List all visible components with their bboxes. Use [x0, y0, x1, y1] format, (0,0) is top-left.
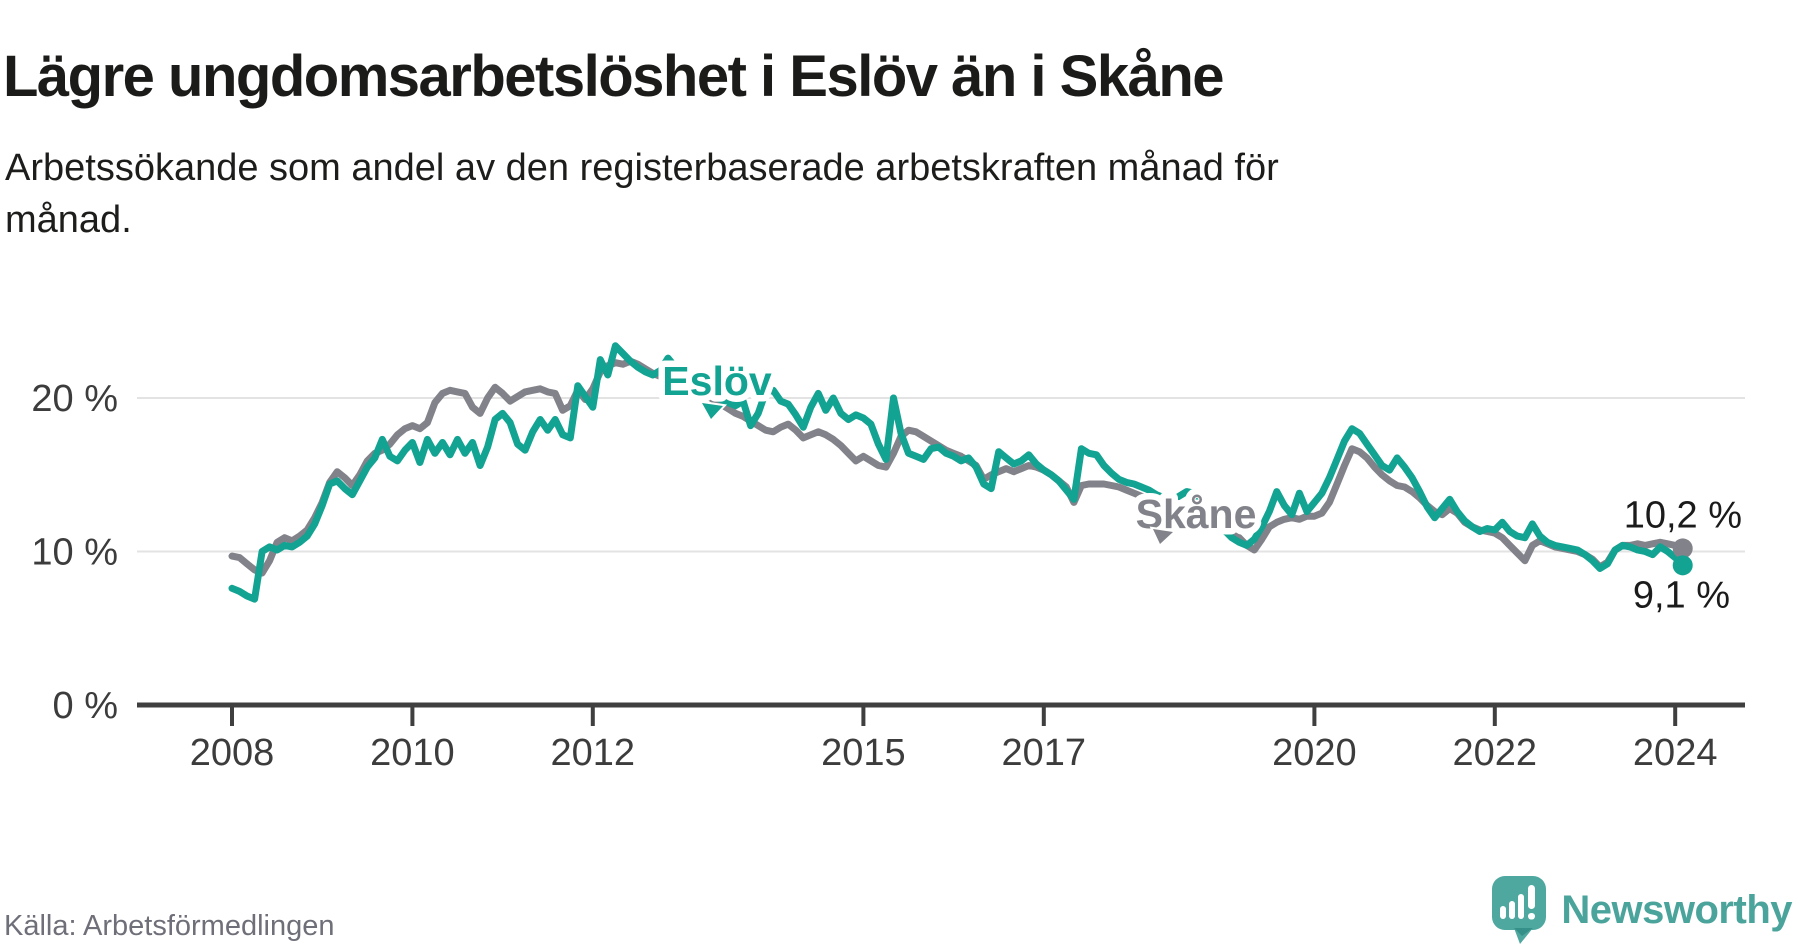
- x-tick-label-2020: 2020: [1272, 732, 1357, 774]
- newsworthy-wordmark: Newsworthy: [1561, 888, 1792, 932]
- x-tick-label-2024: 2024: [1633, 732, 1718, 774]
- chart-subtitle: Arbetssökande som andel av den registerb…: [5, 142, 1505, 246]
- newsworthy-speech-bubble-chart-icon: [1492, 876, 1547, 944]
- x-tick-label-2022: 2022: [1453, 732, 1538, 774]
- eslv-end-dot: [1672, 555, 1693, 576]
- y-axis-label-0: 0 %: [53, 685, 118, 727]
- eslv-line: [228, 342, 1687, 603]
- x-tick-label-2012: 2012: [551, 732, 636, 774]
- y-axis-label-10: 10 %: [31, 532, 118, 574]
- eslv-series-label: Eslöv: [662, 358, 772, 404]
- x-tick-label-2010: 2010: [370, 732, 455, 774]
- skne-series-label: Skåne: [1136, 491, 1257, 537]
- x-tick-label-2008: 2008: [190, 732, 275, 774]
- y-axis-label-20: 20 %: [31, 378, 118, 420]
- x-tick-label-2015: 2015: [821, 732, 906, 774]
- source-attribution: Källa: Arbetsförmedlingen: [4, 910, 335, 942]
- newsworthy-branding: Newsworthy: [1491, 876, 1792, 944]
- subtitle-line-2: månad.: [5, 199, 132, 241]
- eslv-end-value-label: 9,1 %: [1633, 574, 1730, 616]
- subtitle-line-1: Arbetssökande som andel av den registerb…: [5, 147, 1279, 189]
- eslv-label-arrow-icon: [698, 400, 728, 423]
- skne-end-dot: [1672, 538, 1693, 559]
- page-title: Lägre ungdomsarbetslöshet i Eslöv än i S…: [3, 43, 1225, 109]
- skne-label-arrow-icon: [1149, 526, 1178, 548]
- skne-end-value-label: 10,2 %: [1624, 494, 1742, 536]
- x-tick-label-2017: 2017: [1002, 732, 1087, 774]
- skne-line: [228, 357, 1687, 577]
